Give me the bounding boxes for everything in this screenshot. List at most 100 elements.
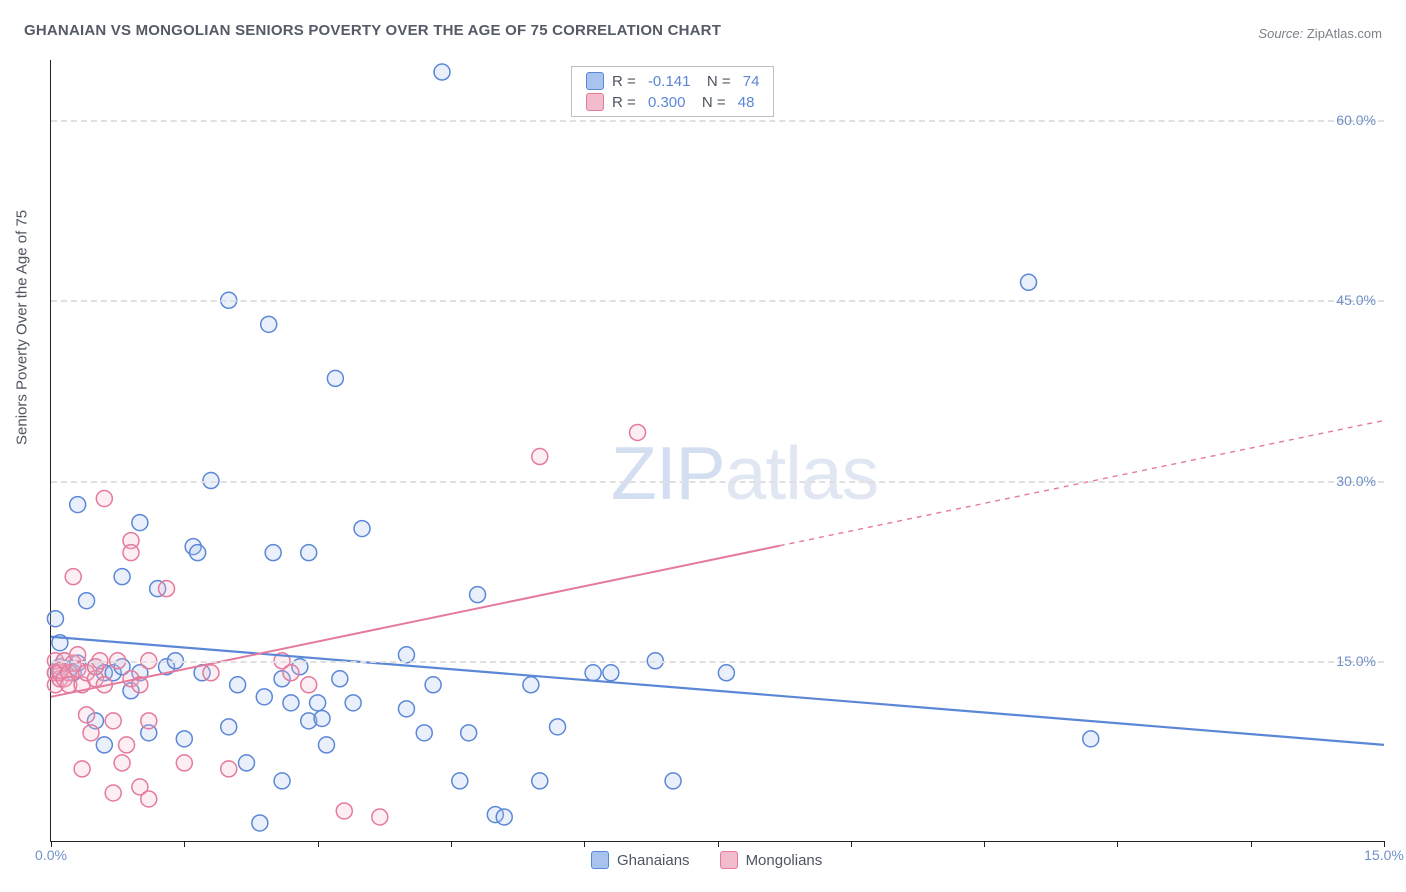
scatter-point: [665, 773, 681, 789]
scatter-point: [256, 689, 272, 705]
scatter-point: [141, 713, 157, 729]
trend-line: [51, 637, 1384, 745]
chart-container: GHANAIAN VS MONGOLIAN SENIORS POVERTY OV…: [0, 0, 1406, 892]
source-value: ZipAtlas.com: [1307, 26, 1382, 41]
scatter-point: [550, 719, 566, 735]
legend-top-box: R = -0.141 N = 74 R = 0.300 N = 48: [571, 66, 774, 117]
scatter-point: [114, 569, 130, 585]
swatch-ghanaians: [591, 851, 609, 869]
scatter-point: [452, 773, 468, 789]
chart-source: Source: ZipAtlas.com: [1258, 26, 1382, 41]
scatter-point: [105, 713, 121, 729]
scatter-point: [83, 725, 99, 741]
scatter-point: [176, 731, 192, 747]
trend-line-extrapolated: [780, 420, 1384, 545]
scatter-point: [318, 737, 334, 753]
scatter-point: [301, 677, 317, 693]
swatch-ghanaians: [586, 72, 604, 90]
scatter-point: [283, 665, 299, 681]
scatter-point: [523, 677, 539, 693]
scatter-point: [1083, 731, 1099, 747]
scatter-point: [190, 545, 206, 561]
plot-area: ZIPatlas R = -0.141 N = 74 R = 0.300 N =…: [50, 60, 1384, 842]
scatter-point: [252, 815, 268, 831]
scatter-point: [532, 449, 548, 465]
legend-n-label: N =: [698, 73, 734, 90]
scatter-point: [314, 710, 330, 726]
scatter-point: [1021, 274, 1037, 290]
scatter-point: [354, 521, 370, 537]
scatter-point: [425, 677, 441, 693]
scatter-point: [96, 491, 112, 507]
y-tick-label: 60.0%: [1336, 112, 1376, 128]
scatter-point: [203, 665, 219, 681]
legend-bottom-ghanaians: Ghanaians: [591, 851, 690, 869]
scatter-point: [221, 719, 237, 735]
x-tick-label: 15.0%: [1364, 847, 1404, 863]
legend-n-label: N =: [693, 94, 729, 111]
scatter-point: [585, 665, 601, 681]
scatter-point: [221, 761, 237, 777]
scatter-point: [123, 545, 139, 561]
scatter-point: [176, 755, 192, 771]
swatch-mongolians: [586, 93, 604, 111]
scatter-point: [79, 707, 95, 723]
scatter-point: [114, 755, 130, 771]
scatter-point: [96, 737, 112, 753]
legend-row-ghanaians: R = -0.141 N = 74: [586, 72, 759, 90]
legend-bottom-mongolians: Mongolians: [720, 851, 823, 869]
source-label: Source:: [1258, 26, 1303, 41]
scatter-point: [74, 761, 90, 777]
scatter-point: [119, 737, 135, 753]
trend-line: [51, 546, 780, 697]
legend-n-value-mongolians: 48: [738, 94, 755, 111]
legend-bottom-label-ghanaians: Ghanaians: [617, 852, 690, 869]
scatter-point: [603, 665, 619, 681]
scatter-point: [265, 545, 281, 561]
scatter-point: [310, 695, 326, 711]
scatter-point: [461, 725, 477, 741]
legend-row-mongolians: R = 0.300 N = 48: [586, 93, 759, 111]
scatter-point: [159, 581, 175, 597]
swatch-mongolians: [720, 851, 738, 869]
scatter-point: [434, 64, 450, 80]
scatter-point: [398, 701, 414, 717]
legend-bottom-label-mongolians: Mongolians: [746, 852, 823, 869]
scatter-point: [327, 370, 343, 386]
scatter-point: [239, 755, 255, 771]
legend-r-label: R =: [612, 73, 640, 90]
scatter-point: [532, 773, 548, 789]
scatter-point: [496, 809, 512, 825]
scatter-point: [230, 677, 246, 693]
scatter-point: [141, 791, 157, 807]
x-tick-label: 0.0%: [35, 847, 67, 863]
scatter-point: [47, 611, 63, 627]
legend-bottom: Ghanaians Mongolians: [591, 851, 822, 869]
scatter-point: [630, 424, 646, 440]
scatter-point: [372, 809, 388, 825]
scatter-point: [132, 515, 148, 531]
scatter-point: [301, 545, 317, 561]
scatter-point: [79, 593, 95, 609]
scatter-point: [65, 569, 81, 585]
y-axis-title: Seniors Poverty Over the Age of 75: [14, 210, 31, 445]
scatter-point: [470, 587, 486, 603]
scatter-svg: [51, 60, 1384, 841]
scatter-point: [345, 695, 361, 711]
scatter-point: [336, 803, 352, 819]
chart-title: GHANAIAN VS MONGOLIAN SENIORS POVERTY OV…: [24, 22, 721, 39]
y-tick-label: 45.0%: [1336, 292, 1376, 308]
legend-r-value-mongolians: 0.300: [648, 94, 686, 111]
legend-r-label: R =: [612, 94, 640, 111]
scatter-point: [416, 725, 432, 741]
scatter-point: [70, 497, 86, 513]
scatter-point: [718, 665, 734, 681]
scatter-point: [332, 671, 348, 687]
scatter-point: [261, 316, 277, 332]
legend-r-value-ghanaians: -0.141: [648, 73, 691, 90]
y-tick-label: 30.0%: [1336, 473, 1376, 489]
scatter-point: [274, 773, 290, 789]
y-tick-label: 15.0%: [1336, 653, 1376, 669]
scatter-point: [283, 695, 299, 711]
legend-n-value-ghanaians: 74: [743, 73, 760, 90]
